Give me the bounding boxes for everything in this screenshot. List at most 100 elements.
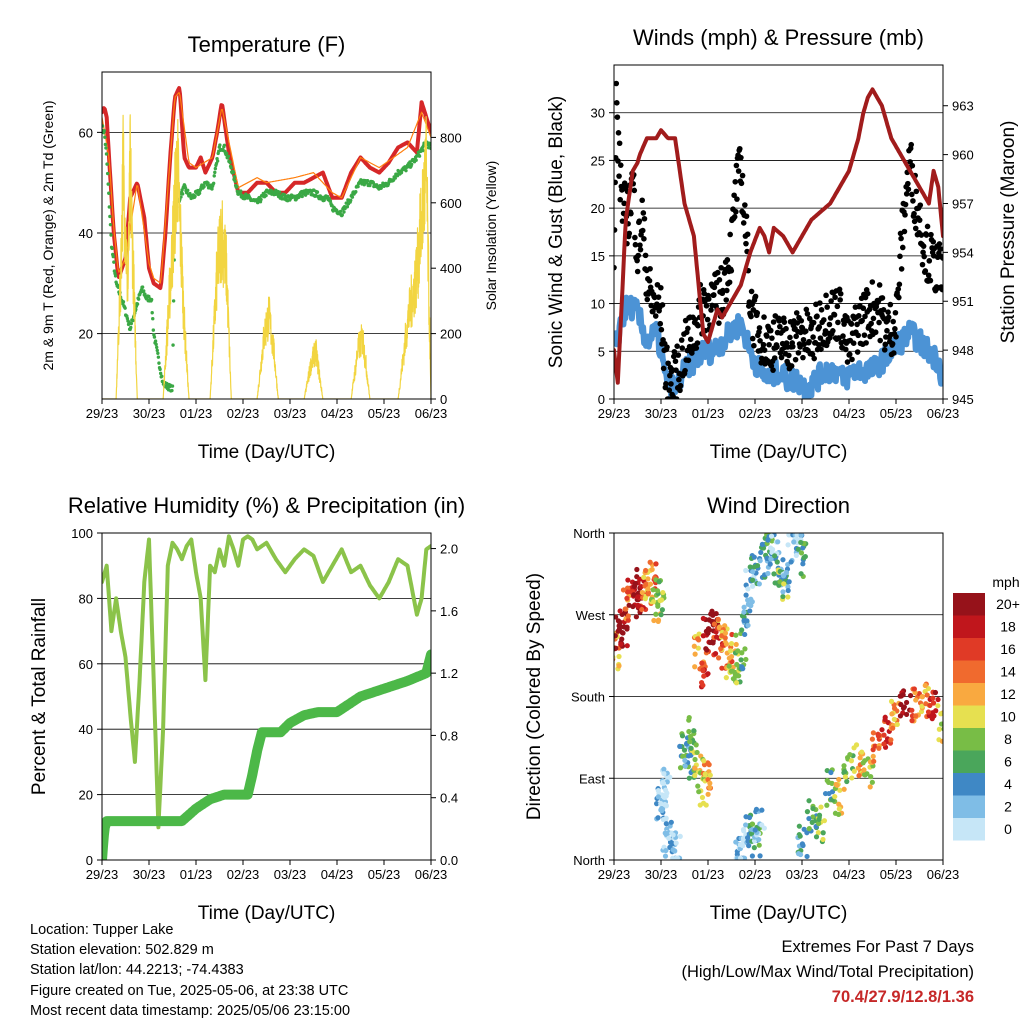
wind-dir-point — [911, 686, 917, 692]
series-point — [733, 208, 739, 215]
series-point — [136, 297, 141, 301]
plot-frame — [613, 64, 944, 400]
chart-4: Wind DirectionNorthEastSouthWestNorth29/… — [524, 493, 1020, 924]
legend-swatch — [953, 818, 985, 841]
wind-dir-point — [673, 840, 679, 846]
wind-dir-point — [806, 798, 812, 804]
series-point — [149, 297, 154, 302]
y2-tick-label: 600 — [440, 196, 462, 211]
x-tick-label: 05/23 — [880, 867, 913, 882]
wind-dir-point — [625, 613, 631, 619]
plot-frame — [101, 532, 432, 861]
series-point — [708, 307, 714, 313]
x-tick-label: 03/23 — [786, 406, 819, 421]
wind-dir-point — [799, 841, 806, 847]
wind-dir-point — [785, 584, 791, 590]
wind-dir-point — [751, 845, 757, 851]
y-tick-label: 60 — [79, 125, 93, 140]
series-point — [879, 295, 886, 301]
wind-dir-point — [663, 821, 669, 827]
series-point — [814, 313, 820, 319]
wind-dir-point — [844, 754, 851, 761]
wind-dir-point — [862, 772, 868, 778]
series-point — [810, 334, 816, 340]
wind-dir-point — [745, 622, 751, 628]
series-point — [345, 205, 350, 209]
wind-dir-point — [944, 712, 949, 717]
series-point — [848, 321, 855, 327]
series-point — [767, 327, 774, 334]
series-point — [920, 243, 927, 249]
series-point — [788, 363, 795, 369]
series-point — [800, 336, 807, 343]
wind-dir-point — [876, 745, 882, 751]
wind-dir-point — [733, 680, 740, 686]
series-point — [657, 320, 664, 327]
legend-label: 20+ — [996, 596, 1020, 612]
series-point — [106, 182, 110, 186]
series-point — [905, 180, 911, 187]
legend-swatch — [953, 638, 985, 661]
wind-dir-point — [882, 714, 888, 720]
wind-dir-point — [813, 834, 820, 840]
series-point — [142, 289, 146, 293]
wind-dir-point — [821, 818, 828, 824]
wind-dir-point — [663, 847, 669, 854]
series-point — [104, 146, 108, 150]
series-point — [678, 337, 685, 343]
series-point — [659, 302, 666, 308]
wind-dir-point — [816, 812, 823, 818]
series-point — [735, 168, 742, 174]
wind-dir-point — [693, 742, 699, 748]
series-point — [197, 191, 202, 195]
wind-dir-point — [615, 618, 622, 624]
y-axis-label: Sonic Wind & Gust (Blue, Black) — [546, 96, 567, 368]
series-point — [171, 343, 175, 347]
series-point — [789, 343, 796, 350]
wind-dir-point — [726, 663, 732, 669]
series-point — [632, 241, 639, 248]
series-point — [740, 220, 747, 226]
series-point — [393, 176, 397, 180]
series-line — [614, 87, 943, 385]
series-point — [675, 352, 682, 358]
series-point — [744, 231, 751, 238]
legend-label: 6 — [1004, 754, 1012, 770]
y-tick-label: 20 — [591, 201, 605, 216]
wind-dir-point — [870, 747, 876, 753]
legend-label: 14 — [1000, 664, 1016, 680]
series-point — [768, 363, 775, 369]
wind-dir-point — [741, 609, 747, 615]
wind-dir-point — [903, 699, 910, 706]
wind-dir-point — [658, 612, 664, 618]
wind-dir-point — [687, 733, 693, 740]
series-point — [334, 208, 339, 212]
series-point — [783, 325, 789, 332]
series-point — [631, 187, 638, 194]
wind-dir-point — [715, 655, 722, 661]
series-point — [646, 277, 653, 284]
wind-dir-point — [614, 654, 616, 660]
series-point — [671, 348, 678, 355]
wind-dir-point — [774, 559, 780, 565]
legend-swatch — [953, 593, 985, 616]
plot-area — [614, 80, 943, 399]
series-point — [674, 343, 680, 349]
wind-dir-point — [749, 599, 755, 605]
series-line — [102, 91, 431, 284]
series-point — [766, 341, 772, 348]
legend-label: 4 — [1004, 776, 1012, 792]
series-point — [703, 303, 710, 309]
wind-dir-point — [723, 641, 730, 647]
legend-title: mph — [992, 574, 1019, 590]
series-point — [617, 162, 624, 168]
series-point — [739, 172, 746, 179]
series-point — [862, 313, 868, 320]
series-point — [218, 143, 222, 147]
wind-dir-point — [798, 550, 805, 556]
series-point — [901, 228, 908, 235]
wind-dir-point — [747, 564, 753, 570]
y-tick-label: North — [573, 853, 605, 868]
wind-dir-point — [680, 753, 686, 759]
legend-swatch — [953, 773, 985, 796]
